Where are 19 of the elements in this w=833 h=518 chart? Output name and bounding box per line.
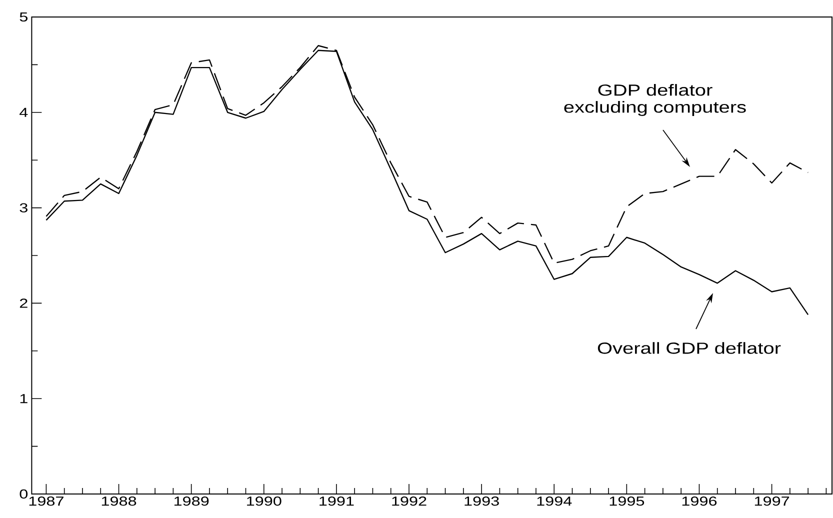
x-tick-label: 1989 — [174, 496, 209, 506]
y-tick-label: 5 — [20, 12, 28, 22]
y-tick-label: 3 — [20, 203, 28, 212]
x-tick-label: 1997 — [754, 496, 790, 506]
x-tick-label: 1993 — [464, 496, 499, 506]
x-tick-label: 1990 — [247, 496, 282, 506]
x-tick-label: 1992 — [392, 496, 426, 506]
x-tick-label: 1991 — [320, 496, 354, 506]
x-tick-label: 1996 — [682, 496, 717, 506]
y-tick-label: 0 — [20, 489, 28, 499]
y-tick-label: 2 — [20, 298, 28, 308]
x-tick-label: 1994 — [537, 496, 572, 506]
x-tick-label: 1987 — [29, 496, 64, 506]
y-tick-label: 4 — [20, 108, 28, 117]
annotation: Overall GDP deflator — [598, 342, 781, 354]
x-tick-label: 1988 — [102, 496, 136, 506]
x-tick-label: 1995 — [610, 496, 644, 506]
y-tick-label: 1 — [20, 394, 28, 404]
annotation: GDP deflator excluding computers — [564, 84, 746, 116]
